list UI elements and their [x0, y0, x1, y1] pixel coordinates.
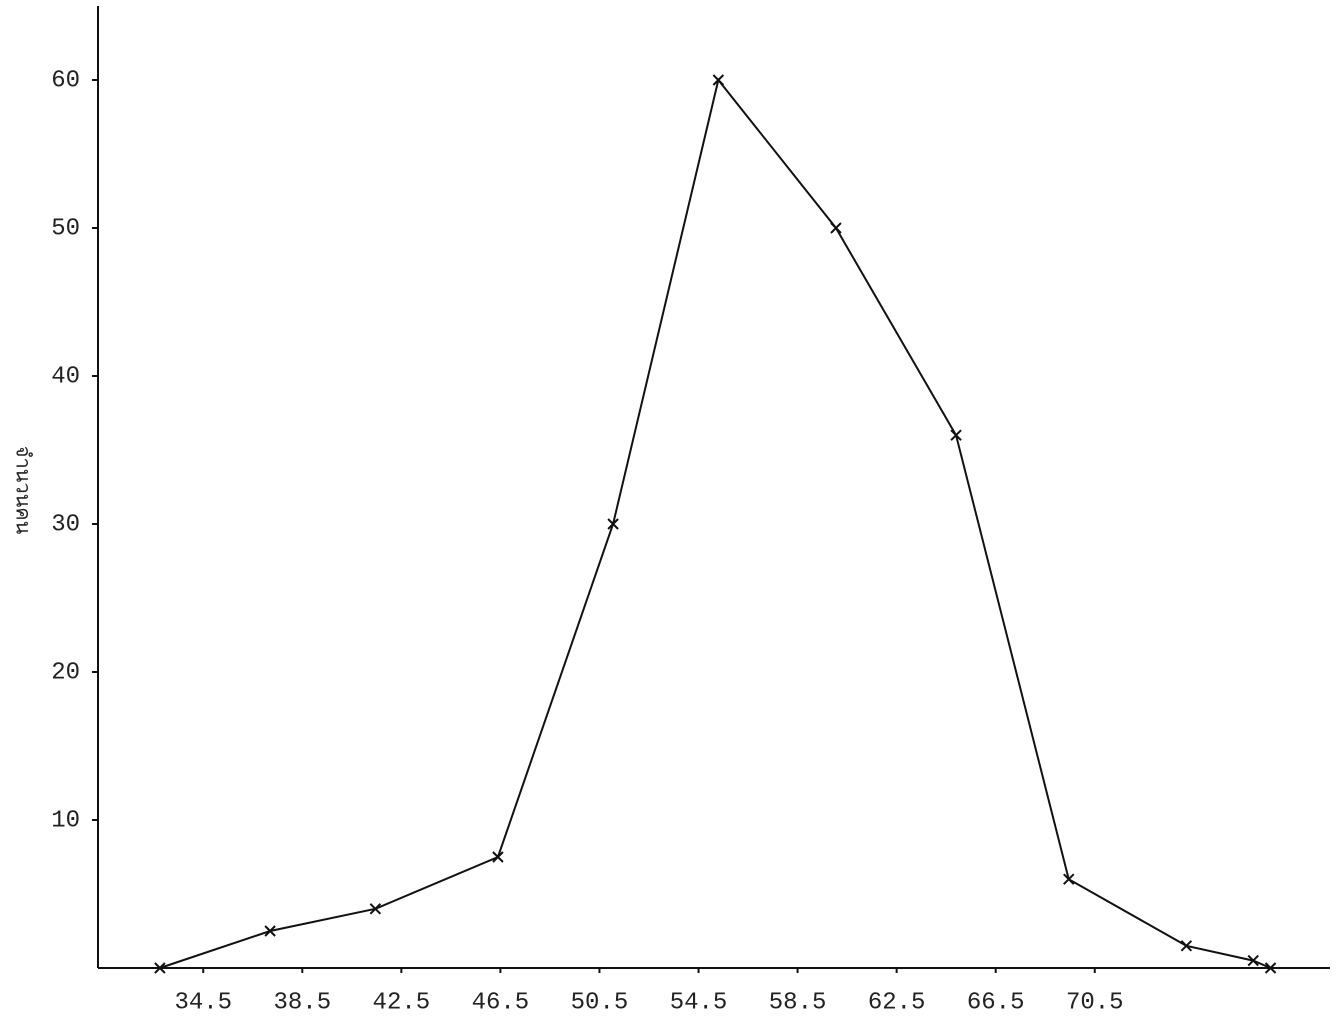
point-marker: [264, 925, 276, 937]
point-marker: [369, 903, 382, 915]
x-tick-label: 42.5: [373, 989, 431, 1016]
y-tick-label: 10: [51, 807, 80, 834]
point-marker: [1264, 962, 1277, 974]
point-marker: [607, 518, 619, 530]
x-tick-label: 58.5: [769, 989, 827, 1016]
line: [159, 77, 1271, 969]
y-tick-label: 20: [51, 659, 80, 686]
y-tick-label: 40: [51, 363, 80, 390]
point-marker: [830, 222, 842, 234]
x-tick-label: 70.5: [1066, 989, 1124, 1016]
point-marker: [492, 851, 504, 863]
x-tick-label: 46.5: [472, 989, 530, 1016]
x-tick-label: 66.5: [967, 989, 1025, 1016]
y-axis-label: จำนวนคน: [12, 446, 36, 535]
x-tick-label: 50.5: [571, 989, 629, 1016]
point-marker: [950, 429, 962, 441]
point-marker: [712, 74, 725, 86]
y-tick-label: 60: [51, 67, 80, 94]
point-marker: [154, 962, 166, 974]
point-marker: [1247, 954, 1259, 967]
x-tick-label: 38.5: [273, 989, 331, 1016]
point-marker: [1180, 940, 1193, 952]
y-tick-label: 30: [51, 511, 80, 538]
x-tick-label: 34.5: [174, 989, 232, 1016]
point-marker: [1063, 873, 1075, 885]
y-tick-label: 50: [51, 215, 80, 242]
x-tick-label: 54.5: [670, 989, 728, 1016]
x-tick-label: 62.5: [868, 989, 926, 1016]
